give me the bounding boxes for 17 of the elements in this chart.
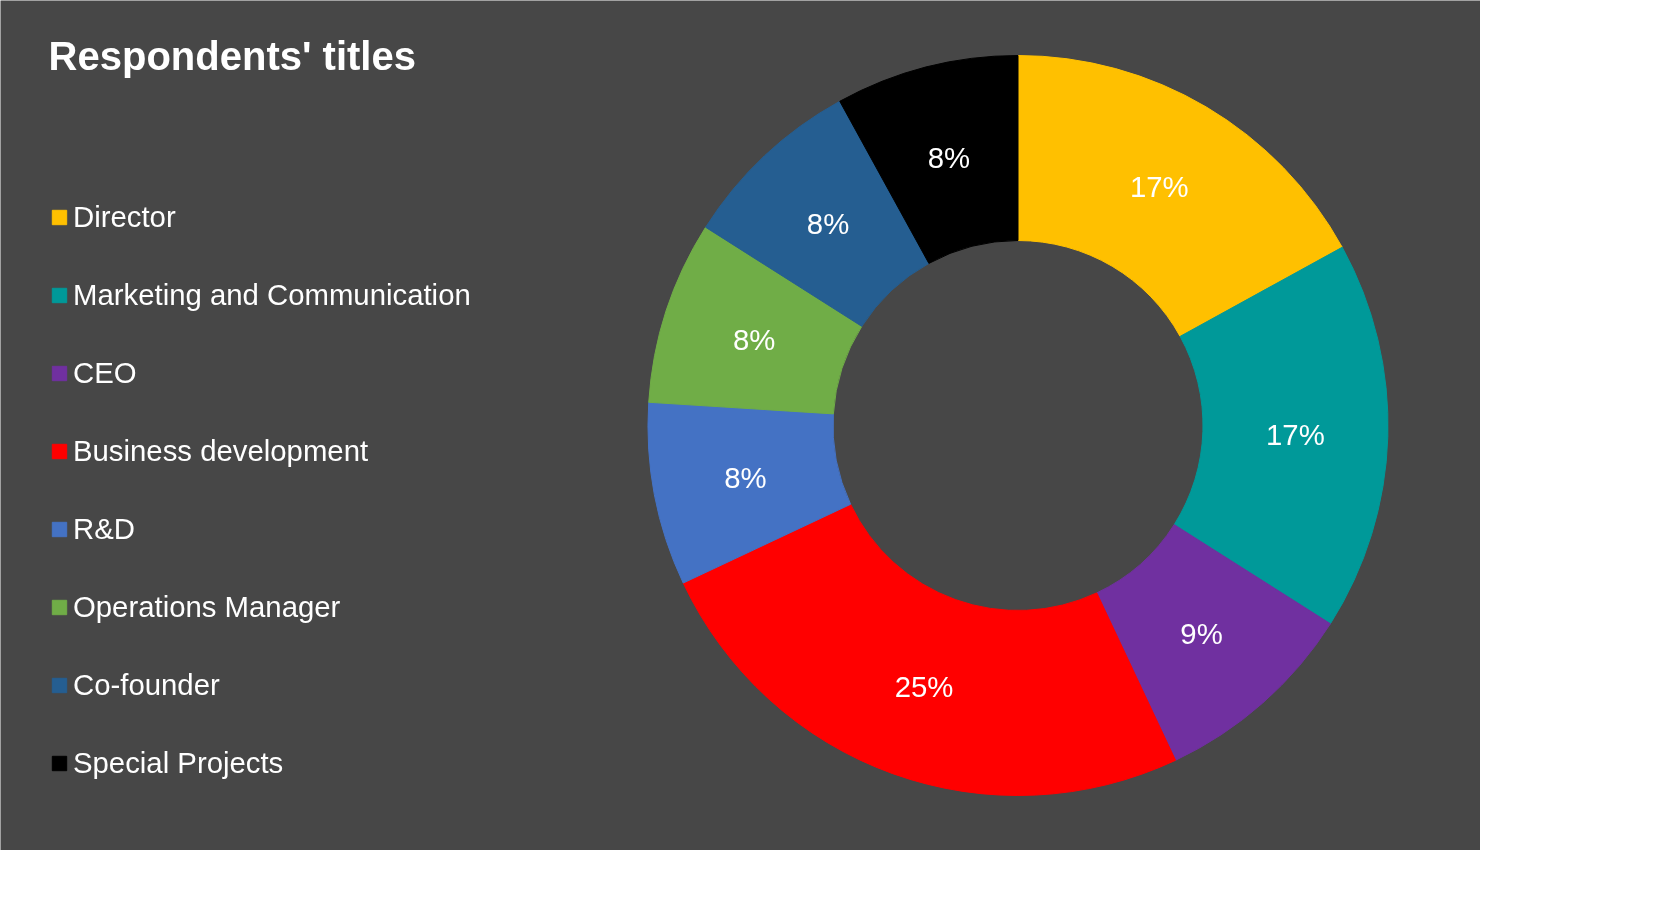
data-label: 8% xyxy=(806,206,850,240)
legend-label: Special Projects xyxy=(73,746,284,780)
data-label: 8% xyxy=(732,323,776,357)
data-label: 17% xyxy=(1129,170,1189,204)
legend-label: Co-founder xyxy=(73,668,220,702)
legend-label: Operations Manager xyxy=(73,590,341,624)
data-label: 9% xyxy=(1180,616,1223,650)
legend-label: Marketing and Communication xyxy=(73,278,471,312)
legend-label: CEO xyxy=(73,356,137,390)
data-label: 8% xyxy=(927,140,971,174)
legend-label: R&D xyxy=(73,512,135,546)
legend-label: Business development xyxy=(73,434,369,468)
data-label: 17% xyxy=(1266,417,1325,451)
data-label: 25% xyxy=(894,669,954,703)
data-label: 8% xyxy=(724,460,767,494)
legend-label: Director xyxy=(73,200,176,234)
chart-title: Respondents' titles xyxy=(48,33,416,78)
